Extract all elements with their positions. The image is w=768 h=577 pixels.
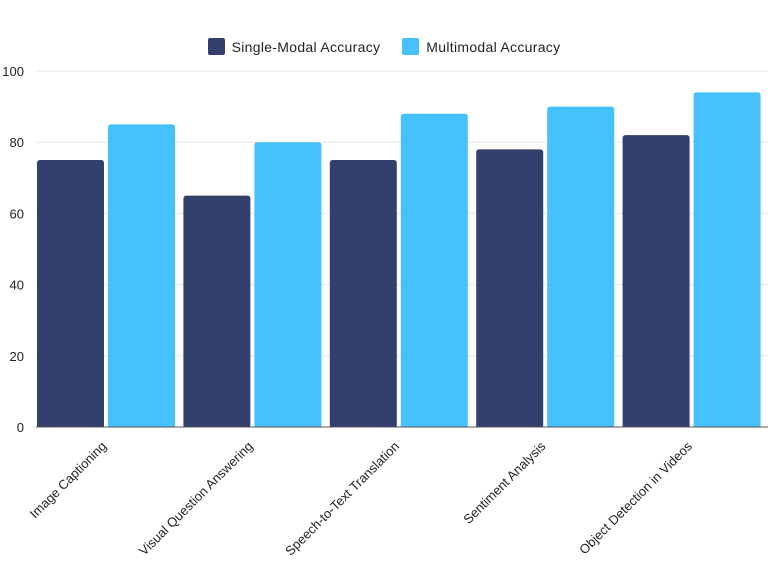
bar-single-modal-2[interactable] (329, 160, 397, 427)
legend-swatch-multimodal (402, 38, 420, 55)
x-category-label: Speech-to-Text Translation (282, 439, 402, 559)
bar-single-modal-3[interactable] (476, 149, 544, 427)
x-category-label: Sentiment Analysis (460, 438, 549, 527)
y-tick-label: 0 (17, 420, 24, 435)
bar-single-modal-0[interactable] (37, 160, 104, 427)
x-category-label: Visual Question Answering (136, 439, 256, 559)
legend-item-single-modal[interactable]: Single-Modal Accuracy (207, 38, 381, 55)
bars (37, 92, 761, 428)
bar-multimodal-3[interactable] (547, 106, 615, 427)
bar-multimodal-0[interactable] (108, 124, 175, 428)
bar-multimodal-1[interactable] (254, 142, 322, 427)
y-tick-label: 60 (10, 206, 24, 221)
y-tick-label: 20 (10, 349, 24, 364)
y-tick-label: 80 (10, 135, 24, 150)
bar-multimodal-4[interactable] (693, 92, 761, 428)
bar-single-modal-1[interactable] (183, 195, 251, 427)
y-axis-ticks: 0 20 40 60 80 100 (2, 64, 24, 435)
chart-legend: Single-Modal Accuracy Multimodal Accurac… (0, 38, 768, 55)
y-tick-label: 100 (2, 64, 24, 79)
bar-multimodal-2[interactable] (400, 113, 468, 427)
x-category-label: Object Detection in Videos (576, 438, 695, 557)
legend-label-single-modal: Single-Modal Accuracy (231, 38, 381, 55)
y-tick-label: 40 (10, 278, 24, 293)
legend-swatch-single-modal (207, 38, 225, 55)
x-axis-labels: Image Captioning Visual Question Answerin… (27, 438, 696, 558)
legend-label-multimodal: Multimodal Accuracy (426, 38, 561, 55)
x-category-label: Image Captioning (27, 439, 110, 522)
legend-item-multimodal[interactable]: Multimodal Accuracy (402, 38, 560, 55)
bar-single-modal-4[interactable] (622, 135, 690, 427)
